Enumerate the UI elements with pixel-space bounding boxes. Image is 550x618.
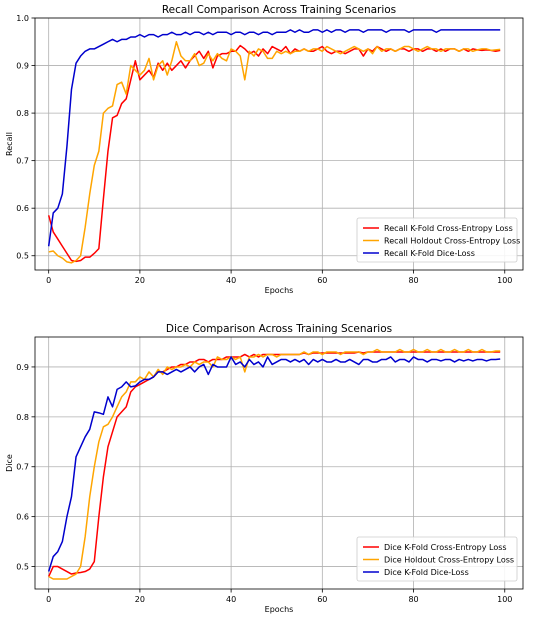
y-tick-label: 0.7 xyxy=(16,157,29,166)
y-tick-label: 0.8 xyxy=(16,413,29,422)
y-tick-label: 0.8 xyxy=(16,109,29,118)
y-tick-label: 0.5 xyxy=(16,563,29,572)
y-ticks: 0.5 0.6 0.7 0.8 0.9 1.0 xyxy=(16,14,35,261)
legend-entry: Dice K-Fold Cross-Entropy Loss xyxy=(384,543,507,552)
legend-entry: Recall K-Fold Dice-Loss xyxy=(384,249,475,258)
x-tick-label: 40 xyxy=(226,276,236,285)
series-line xyxy=(48,348,501,580)
y-axis-label: Recall xyxy=(5,132,14,156)
legend-entry: Dice K-Fold Dice-Loss xyxy=(384,568,469,577)
y-ticks: 0.5 0.6 0.7 0.8 0.9 xyxy=(16,363,35,572)
y-tick-label: 1.0 xyxy=(16,14,29,23)
y-tick-label: 0.7 xyxy=(16,463,29,472)
plot-frame xyxy=(34,17,524,271)
series-group xyxy=(47,29,501,264)
x-axis-label: Epochs xyxy=(265,286,294,295)
x-tick-label: 20 xyxy=(135,595,145,604)
legend-entry: Recall K-Fold Cross-Entropy Loss xyxy=(384,224,513,233)
y-tick-label: 0.9 xyxy=(16,62,29,71)
x-tick-label: 60 xyxy=(317,595,327,604)
x-tick-label: 0 xyxy=(46,276,51,285)
plot-frame xyxy=(34,336,524,590)
chart-title: Dice Comparison Across Training Scenario… xyxy=(166,323,392,335)
x-tick-label: 100 xyxy=(497,276,512,285)
y-axis-label: Dice xyxy=(5,454,14,472)
series-group xyxy=(47,348,501,580)
x-ticks: 0 20 40 60 80 100 xyxy=(46,589,512,604)
x-tick-label: 40 xyxy=(226,595,236,604)
x-tick-label: 80 xyxy=(408,595,418,604)
dice-chart: Dice Comparison Across Training Scenario… xyxy=(5,323,524,614)
legend-entry: Recall Holdout Cross-Entropy Loss xyxy=(384,237,520,246)
x-ticks: 0 20 40 60 80 100 xyxy=(46,270,512,285)
y-tick-label: 0.6 xyxy=(16,204,29,213)
recall-chart: Recall Comparison Across Training Scenar… xyxy=(5,4,524,295)
legend-entry: Dice Holdout Cross-Entropy Loss xyxy=(384,556,514,565)
x-tick-label: 0 xyxy=(46,595,51,604)
x-tick-label: 20 xyxy=(135,276,145,285)
x-tick-label: 100 xyxy=(497,595,512,604)
legend-box xyxy=(356,217,518,263)
legend: Dice K-Fold Cross-Entropy Loss Dice Holdo… xyxy=(356,536,518,582)
x-tick-label: 80 xyxy=(408,276,418,285)
chart-title: Recall Comparison Across Training Scenar… xyxy=(162,4,396,16)
y-tick-label: 0.9 xyxy=(16,363,29,372)
legend: Recall K-Fold Cross-Entropy Loss Recall H… xyxy=(356,217,520,263)
y-tick-label: 0.5 xyxy=(16,252,29,261)
y-tick-label: 0.6 xyxy=(16,513,29,522)
series-line xyxy=(47,356,501,572)
series-line xyxy=(47,44,501,263)
series-line xyxy=(47,29,501,247)
legend-box xyxy=(356,536,518,582)
series-line xyxy=(47,351,501,577)
series-line xyxy=(48,41,501,264)
x-tick-label: 60 xyxy=(317,276,327,285)
x-axis-label: Epochs xyxy=(265,605,294,614)
